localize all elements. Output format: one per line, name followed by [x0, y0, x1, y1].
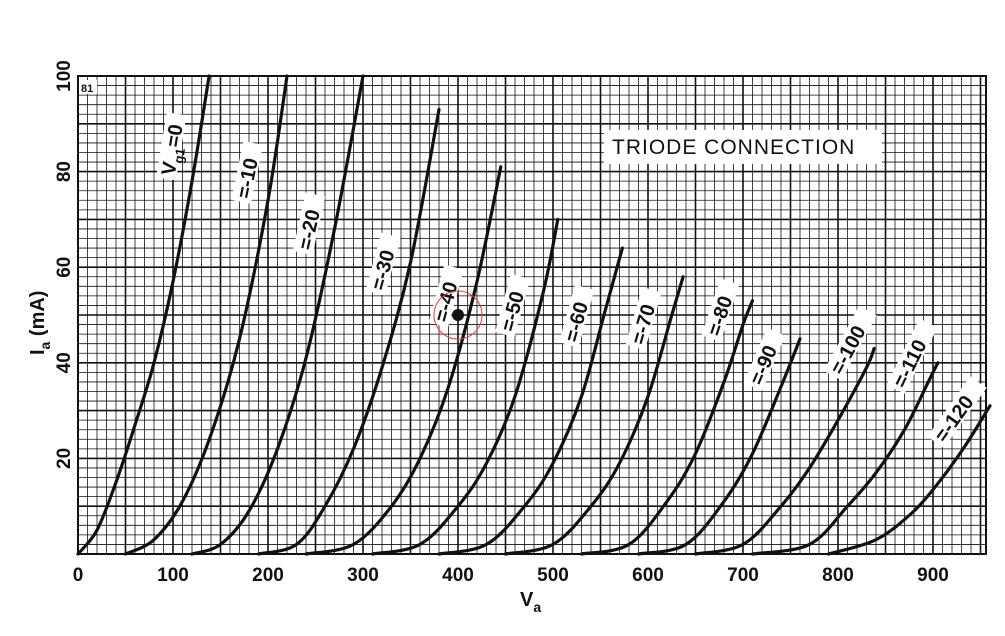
curve-label-bg [625, 286, 662, 351]
y-tick-label: 40 [54, 352, 75, 373]
x-axis-title: Va [520, 589, 541, 615]
y-tick-label: 60 [54, 257, 75, 278]
plot-frame [77, 75, 987, 555]
figure-number: 81 [81, 83, 93, 95]
x-tick-label: 600 [632, 565, 664, 586]
curve-label-bg [156, 112, 187, 181]
curve-vg-10 [123, 74, 289, 556]
y-tick-label: 80 [54, 161, 75, 182]
y-tick-label: 20 [54, 448, 75, 469]
operating-point-ring [433, 290, 483, 340]
curve-vg-70 [503, 275, 685, 556]
curve-label-text: V [158, 160, 182, 177]
x-tick-label: 300 [347, 565, 379, 586]
x-tick-label: 0 [73, 565, 84, 586]
figure-number-box [79, 80, 97, 94]
y-axis-title-unit: (mA) [27, 291, 49, 342]
x-tick-label: 800 [822, 565, 854, 586]
curve-vg-80 [579, 299, 755, 556]
curve-label-value: =0 [162, 123, 187, 149]
curve-vg-110 [750, 361, 940, 556]
curve-vg-30 [256, 107, 441, 556]
curve-vg-120 [826, 404, 992, 556]
y-axis-title: Ia (mA) [27, 291, 53, 355]
curves [76, 74, 992, 556]
y-tick-label: 100 [54, 60, 75, 92]
curve-label-bg [495, 273, 531, 338]
curve-label-bg [886, 318, 938, 394]
tick-labels: 0 100 200 300 400 500 600 700 800 900 20 40 60 80 100 [54, 60, 949, 586]
curve-label-bg [559, 284, 595, 348]
curve-vg-50 [370, 217, 560, 556]
operating-point-marker [452, 309, 464, 321]
curve-vg-40 [304, 165, 503, 556]
curve-label-bg [365, 232, 401, 296]
curve-label-bg [231, 140, 264, 204]
curve-vg-60 [437, 246, 624, 556]
annotation-text: TRIODE CONNECTION [612, 136, 855, 159]
x-tick-label: 500 [537, 565, 569, 586]
y-axis-title-main: I [27, 349, 49, 355]
x-axis-title-main: V [520, 589, 534, 611]
curve-label-vg-0: Vg1=0 [158, 123, 192, 178]
curve-label-bg [927, 376, 987, 449]
curve-label-bg [701, 278, 740, 342]
curve-label-bg [428, 264, 464, 328]
x-tick-label: 100 [157, 565, 189, 586]
annotation-box [604, 130, 882, 164]
curve-vg-20 [190, 74, 365, 556]
curve-vg-100 [693, 346, 876, 556]
y-axis-title-sub: a [37, 341, 53, 349]
curve-vg-90 [636, 337, 802, 556]
curve-label-bg [292, 192, 326, 256]
x-axis-title-sub: a [533, 599, 541, 615]
curve-label-bg [743, 327, 786, 391]
curve-vg-0 [76, 74, 211, 556]
curve-label-bg [823, 305, 877, 381]
x-tick-label: 200 [252, 565, 284, 586]
x-tick-label: 700 [727, 565, 759, 586]
x-tick-label: 900 [917, 565, 949, 586]
x-tick-label: 400 [442, 565, 474, 586]
curve-label-subscript: g1 [171, 147, 188, 164]
